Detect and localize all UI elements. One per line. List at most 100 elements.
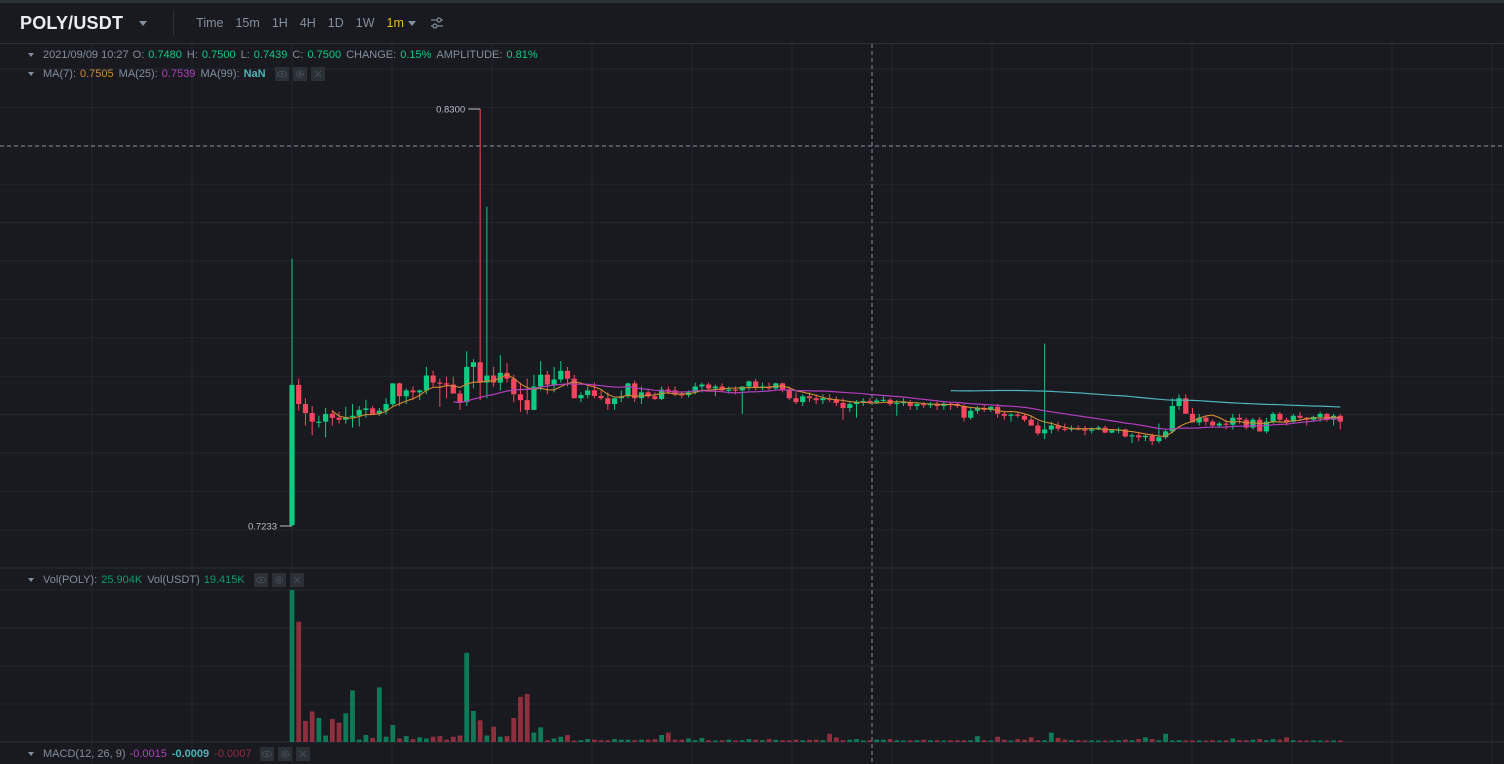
- volume-bar: [289, 590, 295, 742]
- candle-body: [1290, 415, 1296, 422]
- indicator-settings-gear-icon[interactable]: [271, 573, 286, 587]
- candle-body: [511, 378, 517, 395]
- candle-body: [860, 400, 866, 403]
- volume-bar: [450, 736, 456, 742]
- volume-bar: [766, 739, 772, 742]
- candle-body: [712, 386, 718, 389]
- remove-indicator-close-icon[interactable]: [296, 747, 311, 761]
- candle-body: [1223, 423, 1229, 425]
- collapse-caret-icon[interactable]: [28, 578, 34, 582]
- volume-bar: [699, 737, 705, 742]
- candle-body: [894, 402, 900, 405]
- volume-bar: [995, 736, 1000, 742]
- volume-bar: [585, 739, 591, 742]
- ma99-label: MA(99):: [200, 68, 240, 80]
- indicator-settings-gear-icon[interactable]: [292, 67, 307, 81]
- candle-body: [1324, 413, 1330, 420]
- volume-bar: [1176, 740, 1182, 742]
- candle-body: [746, 381, 752, 387]
- candle-body: [538, 374, 544, 387]
- macd-hist-value: -0.0007: [214, 748, 252, 760]
- volume-bar: [1109, 740, 1115, 742]
- price-chart-canvas[interactable]: 0.8300 0.7233: [0, 44, 1504, 764]
- candle-body: [329, 413, 335, 418]
- volume-bar: [1022, 739, 1027, 742]
- volume-bar: [928, 740, 933, 742]
- candle-body: [309, 413, 315, 422]
- volume-bar: [1331, 740, 1336, 742]
- remove-indicator-close-icon[interactable]: [310, 67, 325, 81]
- candle-body: [1230, 417, 1236, 425]
- collapse-caret-icon[interactable]: [28, 72, 34, 76]
- vol-base-value: 25.904K: [101, 574, 143, 586]
- interval-15m[interactable]: 15m: [235, 16, 260, 30]
- candle-body: [390, 383, 396, 405]
- volume-bar: [639, 739, 644, 742]
- volume-bar: [471, 710, 476, 742]
- remove-indicator-close-icon[interactable]: [289, 573, 304, 587]
- interval-4h[interactable]: 4H: [299, 16, 316, 30]
- interval-1d[interactable]: 1D: [327, 16, 344, 30]
- candle-body: [363, 408, 369, 410]
- candle-body: [1216, 423, 1222, 426]
- symbol-dropdown-caret-icon[interactable]: [139, 20, 148, 26]
- macd-dea-value: -0.0009: [171, 748, 210, 760]
- interval-more-caret-icon[interactable]: [407, 20, 416, 26]
- collapse-caret-icon[interactable]: [28, 752, 34, 756]
- candle-body: [1015, 414, 1021, 416]
- symbol-title[interactable]: POLY/USDT: [20, 12, 124, 33]
- indicator-settings-gear-icon[interactable]: [278, 747, 293, 761]
- volume-bar: [807, 739, 812, 742]
- candle-body: [1035, 425, 1041, 434]
- volume-bar: [854, 739, 859, 742]
- candle-body: [323, 413, 329, 422]
- volume-bar: [659, 734, 664, 742]
- candle-body: [874, 400, 880, 403]
- volume-bar: [518, 696, 523, 742]
- volume-bar: [309, 711, 315, 742]
- volume-bar: [907, 740, 913, 742]
- volume-bar: [363, 734, 369, 742]
- volume-bar: [390, 724, 396, 742]
- candle-body: [867, 400, 873, 403]
- volume-bar: [1122, 739, 1128, 742]
- candle-body: [1048, 425, 1054, 430]
- candle-body: [491, 375, 497, 383]
- candle-body: [289, 384, 295, 526]
- interval-1m-active[interactable]: 1m: [386, 16, 404, 30]
- volume-bar: [376, 687, 382, 742]
- high-label: H:: [186, 49, 198, 61]
- interval-1w[interactable]: 1W: [355, 16, 375, 30]
- volume-bar: [726, 739, 732, 742]
- chart-settings-sliders-icon[interactable]: [430, 16, 444, 30]
- volume-bar: [880, 739, 886, 742]
- candle-body: [558, 370, 564, 380]
- volume-bar: [921, 739, 927, 742]
- candle-body: [531, 386, 537, 410]
- volume-bar: [303, 720, 308, 742]
- candle-body: [813, 398, 819, 401]
- volume-bar: [571, 740, 577, 742]
- volume-bar: [1129, 740, 1135, 742]
- volume-bar: [403, 736, 409, 742]
- candle-body: [470, 362, 477, 367]
- volume-bar: [457, 735, 463, 742]
- vol-base-label: Vol(POLY):: [43, 574, 98, 586]
- candle-body: [443, 383, 450, 385]
- candle-body: [719, 386, 725, 391]
- toggle-visibility-eye-icon[interactable]: [260, 747, 275, 761]
- candle-body: [692, 386, 698, 393]
- volume-bar: [820, 740, 826, 742]
- interval-1h[interactable]: 1H: [271, 16, 288, 30]
- interval-time[interactable]: Time: [196, 16, 224, 30]
- candle-body: [806, 396, 813, 399]
- toggle-visibility-eye-icon[interactable]: [274, 67, 289, 81]
- candle-body: [551, 379, 557, 385]
- volume-bar: [860, 740, 866, 742]
- volume-bar: [874, 739, 880, 742]
- collapse-caret-icon[interactable]: [28, 53, 34, 57]
- candle-body: [1210, 421, 1216, 426]
- toggle-visibility-eye-icon[interactable]: [253, 573, 268, 587]
- candle-body: [679, 394, 685, 396]
- candle-body: [1169, 406, 1175, 432]
